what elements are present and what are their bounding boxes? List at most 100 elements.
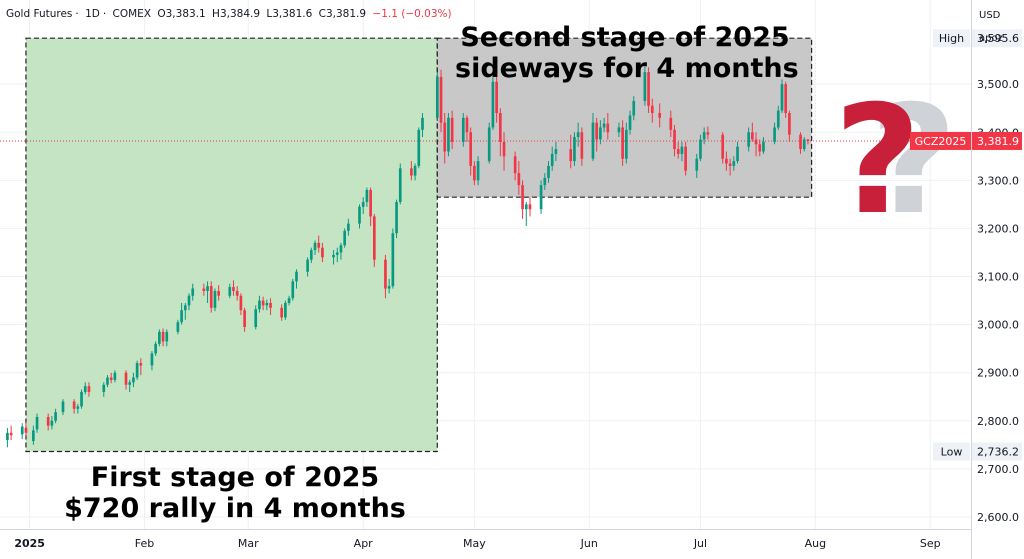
candle[interactable] xyxy=(465,115,469,142)
candle[interactable] xyxy=(684,141,687,176)
candle[interactable] xyxy=(187,293,191,311)
candle[interactable] xyxy=(599,120,602,145)
candle[interactable] xyxy=(183,302,187,320)
candle[interactable] xyxy=(473,161,476,186)
candle[interactable] xyxy=(550,146,554,171)
candle[interactable] xyxy=(736,141,739,164)
candle[interactable] xyxy=(776,105,780,130)
candle[interactable] xyxy=(799,132,802,154)
candle[interactable] xyxy=(384,254,387,299)
candle[interactable] xyxy=(347,218,350,236)
candle[interactable] xyxy=(554,141,558,162)
candle[interactable] xyxy=(369,187,372,227)
candle[interactable] xyxy=(417,127,421,169)
candle[interactable] xyxy=(87,382,91,397)
candle[interactable] xyxy=(395,199,398,239)
candle[interactable] xyxy=(254,305,258,330)
candle[interactable] xyxy=(161,328,165,347)
candle[interactable] xyxy=(487,122,491,164)
candle[interactable] xyxy=(521,180,524,219)
candle[interactable] xyxy=(284,300,287,320)
candle[interactable] xyxy=(543,173,547,190)
candle[interactable] xyxy=(591,113,595,162)
candle[interactable] xyxy=(732,156,736,171)
candle[interactable] xyxy=(139,358,143,376)
candle[interactable] xyxy=(128,379,132,392)
candle[interactable] xyxy=(443,113,447,164)
candle[interactable] xyxy=(439,69,443,133)
candle[interactable] xyxy=(624,122,628,164)
interval[interactable]: 1D xyxy=(85,8,100,20)
candle[interactable] xyxy=(287,295,291,306)
candle[interactable] xyxy=(647,67,650,114)
candle[interactable] xyxy=(54,408,57,424)
candle[interactable] xyxy=(332,250,335,265)
candle[interactable] xyxy=(280,304,283,321)
candle[interactable] xyxy=(643,64,647,106)
candle[interactable] xyxy=(621,120,624,166)
candle[interactable] xyxy=(728,158,732,176)
candle[interactable] xyxy=(132,372,135,388)
candle[interactable] xyxy=(309,247,313,264)
candle[interactable] xyxy=(80,389,83,409)
candle[interactable] xyxy=(317,235,321,253)
candle[interactable] xyxy=(154,341,157,356)
candle[interactable] xyxy=(150,351,154,371)
candle[interactable] xyxy=(747,127,750,152)
time-axis[interactable]: 2025 Feb Mar Apr May Jun Jul Aug Sep xyxy=(14,537,940,550)
candle[interactable] xyxy=(50,415,54,430)
candle[interactable] xyxy=(702,127,706,145)
candle[interactable] xyxy=(180,302,183,325)
candle[interactable] xyxy=(217,285,220,301)
candle[interactable] xyxy=(695,153,699,178)
candle[interactable] xyxy=(580,127,584,166)
candle[interactable] xyxy=(450,110,454,150)
candle[interactable] xyxy=(365,187,369,207)
candle[interactable] xyxy=(265,299,269,311)
candle[interactable] xyxy=(573,132,576,166)
candle[interactable] xyxy=(447,113,450,157)
candle[interactable] xyxy=(491,74,495,130)
candle[interactable] xyxy=(258,295,261,313)
candle[interactable] xyxy=(676,141,680,159)
candle[interactable] xyxy=(372,214,376,267)
candle[interactable] xyxy=(213,288,217,312)
candle[interactable] xyxy=(235,286,239,301)
candle[interactable] xyxy=(576,122,580,147)
currency-label[interactable]: USD xyxy=(979,10,1001,21)
candle[interactable] xyxy=(243,307,246,332)
candle[interactable] xyxy=(239,293,243,315)
candle[interactable] xyxy=(758,139,762,157)
candle[interactable] xyxy=(680,141,684,162)
candle[interactable] xyxy=(602,117,606,133)
candle[interactable] xyxy=(617,122,621,138)
candle[interactable] xyxy=(124,370,128,390)
candle[interactable] xyxy=(83,382,87,395)
candle[interactable] xyxy=(291,278,295,301)
candle[interactable] xyxy=(113,370,117,383)
candle[interactable] xyxy=(606,113,610,140)
candle[interactable] xyxy=(191,283,195,301)
candle[interactable] xyxy=(106,375,109,388)
candle[interactable] xyxy=(706,126,710,140)
symbol-name[interactable]: Gold Futures xyxy=(6,8,73,20)
candle[interactable] xyxy=(387,278,391,294)
candle[interactable] xyxy=(20,423,24,440)
candle[interactable] xyxy=(295,269,298,289)
candle[interactable] xyxy=(802,137,806,152)
candle[interactable] xyxy=(650,98,654,123)
candle[interactable] xyxy=(6,428,9,448)
candle[interactable] xyxy=(762,137,765,154)
candle[interactable] xyxy=(595,117,599,152)
candle[interactable] xyxy=(232,280,235,296)
candle[interactable] xyxy=(343,228,347,248)
candle[interactable] xyxy=(158,329,161,347)
candle[interactable] xyxy=(469,127,473,176)
candle[interactable] xyxy=(358,204,361,229)
candle[interactable] xyxy=(517,161,521,195)
candle[interactable] xyxy=(773,122,776,145)
candle[interactable] xyxy=(339,242,343,260)
candle[interactable] xyxy=(569,134,573,169)
candle[interactable] xyxy=(102,382,106,397)
